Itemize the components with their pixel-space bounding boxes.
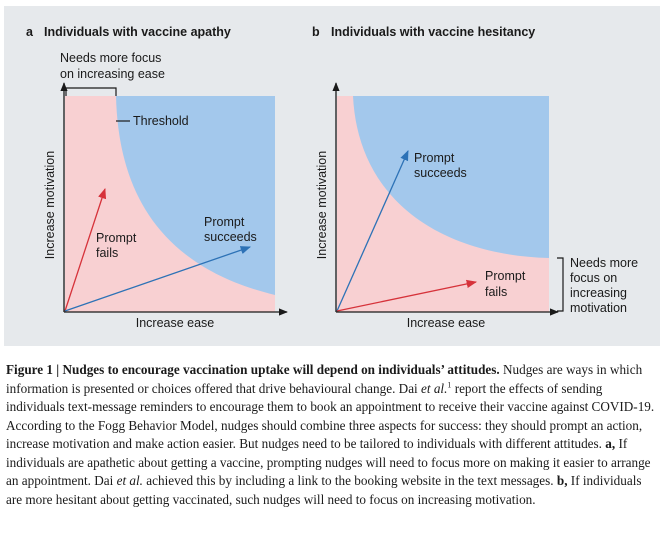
caption-et-al-2: et al. xyxy=(116,473,143,488)
caption-label-a: a, xyxy=(605,436,616,451)
panel-b-fails-line2: fails xyxy=(485,285,507,299)
panel-a-success-arrow xyxy=(64,246,251,312)
caption-text-5: If individuals are more hesitant about g… xyxy=(6,473,642,507)
caption-label-b: b, xyxy=(556,473,568,488)
panel-b-succeeds-line1: Prompt xyxy=(414,151,455,165)
panel-a-fails-line2: fails xyxy=(96,246,118,260)
caption-text-2: report the effects of sending individual… xyxy=(6,380,655,452)
caption-ref: 1 xyxy=(447,380,452,390)
panel-a-success-region xyxy=(116,96,275,295)
panel-a-note-line2: on increasing ease xyxy=(60,67,165,81)
panel-a-y-axis-label: Increase motivation xyxy=(43,151,57,259)
panel-b-note-line2: focus on xyxy=(570,271,617,285)
panel-a-letter: a xyxy=(26,25,34,39)
panel-b-note-line1: Needs more xyxy=(570,256,638,270)
panel-a-threshold-label: Threshold xyxy=(133,114,189,128)
caption-lead: Figure 1 | Nudges to encourage vaccinati… xyxy=(6,362,500,377)
caption-text-1: Nudges are ways in which information is … xyxy=(6,362,643,396)
panel-a-x-axis-label: Increase ease xyxy=(136,316,215,330)
panel-b-x-axis-label: Increase ease xyxy=(407,316,486,330)
panel-a-note-bracket xyxy=(65,87,117,96)
figure-graphic: a Individuals with vaccine apathy Needs … xyxy=(26,25,638,330)
figure-caption: Figure 1 | Nudges to encourage vaccinati… xyxy=(6,361,658,509)
panel-b-fails-line1: Prompt xyxy=(485,269,526,283)
panel-a: a Individuals with vaccine apathy Needs … xyxy=(26,25,288,330)
panel-b-succeeds-line2: succeeds xyxy=(414,166,467,180)
panel-a-title: Individuals with vaccine apathy xyxy=(44,25,231,39)
caption-text-3: If individuals are apathetic about getti… xyxy=(6,436,651,488)
panel-a-succeeds-line1: Prompt xyxy=(204,215,245,229)
panel-b-note-line4: motivation xyxy=(570,301,627,315)
caption-et-al-1: et al. xyxy=(421,380,448,396)
panel-b-note-bracket xyxy=(557,257,564,312)
panel-b-letter: b xyxy=(312,25,320,39)
panel-b-fail-arrow xyxy=(336,279,478,312)
panel-b-title: Individuals with vaccine hesitancy xyxy=(331,25,535,39)
panel-a-fail-arrow xyxy=(64,188,107,312)
panel-b-y-axis-label: Increase motivation xyxy=(315,151,329,259)
panel-b-success-region xyxy=(353,96,549,258)
panel-b-success-arrow xyxy=(336,150,409,312)
panel-b: b Individuals with vaccine hesitancy Pro… xyxy=(312,25,638,330)
panel-a-succeeds-line2: succeeds xyxy=(204,230,257,244)
panel-b-note-line3: increasing xyxy=(570,286,627,300)
panel-a-note-line1: Needs more focus xyxy=(60,51,161,65)
caption-text-4: achieved this by including a link to the… xyxy=(142,473,557,488)
panel-a-fails-line1: Prompt xyxy=(96,231,137,245)
